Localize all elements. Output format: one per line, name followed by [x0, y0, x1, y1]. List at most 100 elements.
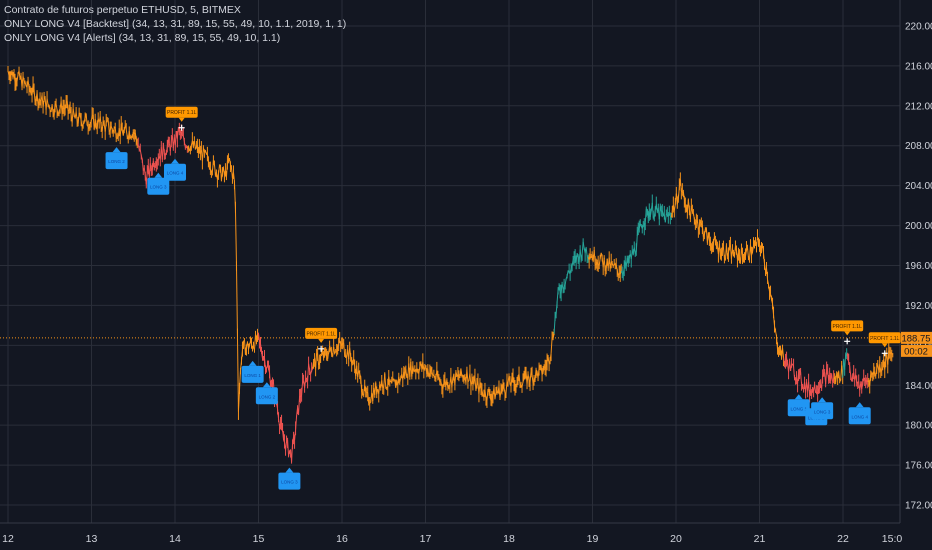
- price-segment: [542, 366, 545, 373]
- price-segment: [555, 302, 558, 315]
- price-segment: [295, 415, 298, 430]
- price-segment: [391, 378, 394, 383]
- price-segment: [228, 158, 231, 165]
- y-tick-label: 172.00: [905, 501, 932, 512]
- buy-marker-pointer: [794, 394, 803, 400]
- profit-marker-pointer: [881, 343, 888, 348]
- price-segment: [786, 357, 789, 364]
- price-segment: [470, 380, 473, 387]
- price-segment: [818, 387, 820, 390]
- price-segment: [689, 205, 692, 219]
- price-segment: [169, 140, 172, 152]
- price-segment: [317, 354, 320, 366]
- buy-marker-label: [164, 163, 186, 181]
- price-segment: [773, 314, 776, 327]
- price-segment: [29, 89, 32, 95]
- price-segment: [659, 206, 662, 212]
- price-segment: [48, 105, 51, 111]
- price-segment: [554, 314, 557, 318]
- price-segment: [848, 362, 851, 367]
- price-segment: [767, 279, 770, 285]
- price-segment: [831, 374, 834, 382]
- price-segment: [61, 107, 64, 114]
- price-segment: [156, 159, 159, 162]
- price-segment: [615, 264, 618, 271]
- price-segment: [634, 251, 637, 255]
- price-segment: [887, 350, 890, 365]
- chart-legend: Contrato de futuros perpetuo ETHUSD, 5, …: [4, 3, 346, 45]
- price-segment: [110, 126, 113, 130]
- price-segment: [697, 226, 700, 230]
- price-segment: [670, 210, 673, 218]
- price-segment: [183, 141, 186, 148]
- price-segment: [165, 146, 168, 155]
- price-segment: [758, 238, 760, 245]
- price-segment: [122, 130, 125, 136]
- backtest-study-label[interactable]: ONLY LONG V4 [Backtest] (34, 13, 31, 89,…: [4, 18, 347, 30]
- price-segment: [440, 381, 443, 387]
- price-segment: [570, 265, 573, 269]
- price-segment: [283, 439, 286, 443]
- price-segment: [201, 147, 204, 161]
- price-segment: [751, 252, 753, 256]
- price-segment: [768, 284, 771, 292]
- price-segment: [691, 211, 694, 214]
- price-segment: [880, 369, 883, 372]
- symbol-title[interactable]: Contrato de futuros perpetuo ETHUSD, 5, …: [4, 4, 241, 16]
- price-segment: [135, 138, 138, 145]
- price-segment: [499, 390, 502, 399]
- price-segment: [405, 369, 408, 378]
- price-segment: [209, 167, 211, 170]
- price-segment: [281, 422, 284, 430]
- price-segment: [428, 372, 431, 377]
- price-segment: [392, 378, 395, 381]
- x-tick-label: 20: [670, 533, 682, 545]
- price-segment: [55, 104, 58, 111]
- price-segment: [564, 278, 567, 286]
- price-segment: [725, 245, 728, 257]
- price-segment: [430, 367, 433, 372]
- price-segment: [315, 352, 318, 369]
- buy-marker-text: LONG 3: [281, 480, 298, 485]
- price-segment: [800, 371, 803, 386]
- price-segment: [825, 369, 828, 384]
- price-segment: [633, 247, 636, 254]
- price-segment: [399, 377, 402, 383]
- price-segment: [593, 249, 596, 265]
- price-segment: [766, 268, 769, 280]
- price-segment: [7, 70, 10, 76]
- price-segment: [131, 132, 134, 138]
- price-segment: [244, 347, 247, 355]
- price-segment: [24, 81, 27, 87]
- price-segment: [523, 372, 526, 380]
- price-segment: [13, 73, 16, 83]
- price-segment: [518, 373, 521, 385]
- price-segment: [679, 179, 682, 192]
- price-segment: [247, 345, 250, 350]
- price-segment: [620, 270, 623, 274]
- price-segment: [684, 205, 687, 208]
- price-segment: [534, 369, 537, 381]
- price-segment: [575, 253, 578, 262]
- buy-marker-text: LONG 2: [108, 159, 125, 164]
- signal-markers: LONG 2 LONG 3 LONG 4 PROFIT 1.1L LONG 1 LONG …: [105, 106, 901, 490]
- price-segment: [540, 365, 543, 375]
- price-segment: [178, 127, 181, 133]
- buy-marker-label: [811, 402, 834, 420]
- price-segment: [268, 368, 271, 373]
- price-segment: [212, 160, 215, 164]
- alerts-study-label[interactable]: ONLY LONG V4 [Alerts] (34, 13, 31, 89, 1…: [4, 32, 281, 44]
- price-segment: [311, 368, 314, 372]
- price-segment: [793, 366, 796, 380]
- price-segment: [78, 112, 81, 115]
- price-segment: [702, 234, 705, 237]
- price-segment: [217, 166, 220, 175]
- price-segment: [14, 81, 17, 83]
- price-segment: [586, 255, 589, 258]
- price-segment: [649, 210, 652, 218]
- price-segment: [563, 284, 566, 287]
- price-segment: [285, 441, 288, 451]
- y-tick-label: 196.00: [905, 261, 932, 272]
- price-segment: [367, 392, 370, 404]
